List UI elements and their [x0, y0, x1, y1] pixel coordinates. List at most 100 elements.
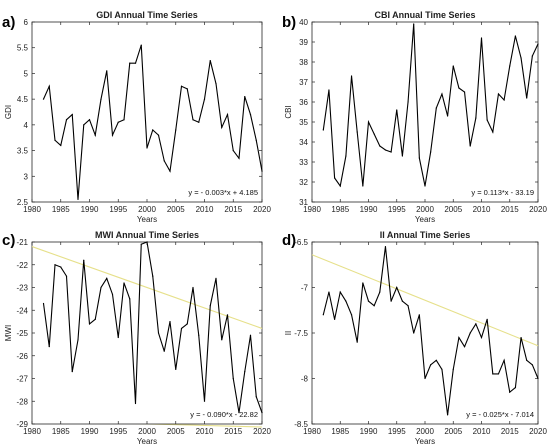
data-point	[238, 412, 240, 414]
data-point	[531, 364, 533, 366]
data-point	[54, 264, 56, 266]
x-tick-label: 1995	[388, 205, 406, 214]
data-point	[152, 129, 154, 131]
data-point	[71, 371, 73, 373]
data-point	[180, 85, 183, 87]
data-point	[192, 286, 194, 289]
data-point	[232, 149, 234, 152]
data-point	[430, 151, 432, 153]
x-tick-label: 1985	[331, 427, 349, 436]
data-point	[48, 85, 50, 87]
data-point	[198, 121, 200, 123]
data-point	[537, 43, 539, 45]
x-tick-label: 2020	[529, 205, 547, 214]
x-tick-label: 2005	[167, 427, 185, 436]
data-point	[42, 98, 45, 100]
x-axis-label: Years	[137, 437, 157, 446]
data-point	[77, 198, 79, 201]
y-tick-label: 40	[299, 18, 308, 27]
y-axis-label: II	[284, 331, 293, 335]
data-point	[203, 400, 206, 402]
y-axis-label: GDI	[4, 105, 13, 119]
data-point	[140, 243, 142, 245]
data-point	[379, 291, 381, 293]
data-point	[106, 70, 108, 72]
data-point	[345, 300, 347, 302]
chart-panel-3: c) MWI Annual Time Series 1980 1985 1990 1995…	[2, 230, 271, 446]
x-tick-label: 2000	[416, 427, 434, 436]
y-axis-label: MWI	[4, 325, 13, 341]
data-point	[520, 336, 522, 339]
data-point	[249, 334, 252, 336]
x-tick-label: 2005	[444, 427, 462, 436]
trend-line	[311, 254, 539, 347]
data-point	[373, 305, 375, 307]
data-point	[157, 332, 160, 334]
data-point	[129, 62, 131, 64]
data-point	[356, 131, 358, 133]
data-point	[111, 293, 114, 295]
y-tick-label: 6	[24, 18, 29, 27]
y-tick-label: 35	[299, 118, 308, 127]
data-point	[215, 83, 217, 85]
plot-frame	[311, 21, 539, 203]
data-point	[83, 124, 85, 126]
y-tick-label: 33	[299, 158, 308, 167]
data-point	[100, 286, 102, 289]
data-point	[215, 277, 217, 279]
data-point	[356, 341, 358, 343]
plot-frame	[31, 21, 263, 203]
x-tick-label: 2020	[253, 205, 271, 214]
data-point	[418, 157, 420, 159]
data-point	[463, 346, 466, 348]
data-point	[175, 129, 177, 131]
y-tick-label: 3.5	[17, 147, 29, 156]
data-point	[413, 332, 415, 334]
data-point	[486, 119, 488, 121]
data-point	[322, 129, 324, 131]
data-point	[514, 35, 517, 37]
data-point	[441, 368, 443, 370]
y-tick-label: -22	[16, 261, 28, 270]
data-point	[192, 119, 194, 121]
data-point	[134, 402, 137, 405]
data-point	[480, 37, 483, 39]
data-point	[60, 144, 62, 147]
data-point	[373, 133, 375, 135]
data-point	[146, 147, 148, 149]
y-tick-label: -28	[16, 397, 28, 406]
data-point	[492, 373, 494, 375]
x-tick-label: 2000	[138, 427, 156, 436]
data-point	[469, 145, 471, 147]
data-point	[71, 113, 73, 116]
data-point	[526, 359, 528, 361]
data-point	[146, 241, 148, 243]
data-point	[140, 44, 142, 46]
x-tick-label: 2015	[501, 205, 519, 214]
data-point	[390, 151, 392, 153]
data-point	[362, 185, 364, 187]
y-tick-label: -7.5	[294, 329, 308, 338]
data-point	[249, 113, 252, 116]
data-point	[123, 282, 125, 284]
data-point	[537, 377, 539, 380]
trend-equation: y = - 0.090*x - 22.82	[190, 410, 258, 419]
data-point	[94, 318, 96, 320]
data-point	[152, 275, 154, 277]
data-point	[497, 93, 500, 95]
y-tick-label: 4	[24, 121, 29, 130]
x-tick-label: 2010	[473, 205, 491, 214]
data-point	[163, 160, 165, 162]
plot-frame	[311, 241, 539, 425]
y-tick-label: 31	[299, 198, 308, 207]
trend-equation: y = 0.113*x - 33.19	[471, 188, 534, 197]
data-point	[367, 121, 370, 123]
panel-letter: c)	[2, 232, 15, 249]
panel-letter: b)	[282, 14, 296, 31]
trend-line	[31, 246, 263, 329]
data-point	[452, 65, 454, 67]
x-tick-label: 2020	[529, 427, 547, 436]
data-point	[520, 57, 522, 59]
x-tick-label: 1985	[52, 205, 70, 214]
